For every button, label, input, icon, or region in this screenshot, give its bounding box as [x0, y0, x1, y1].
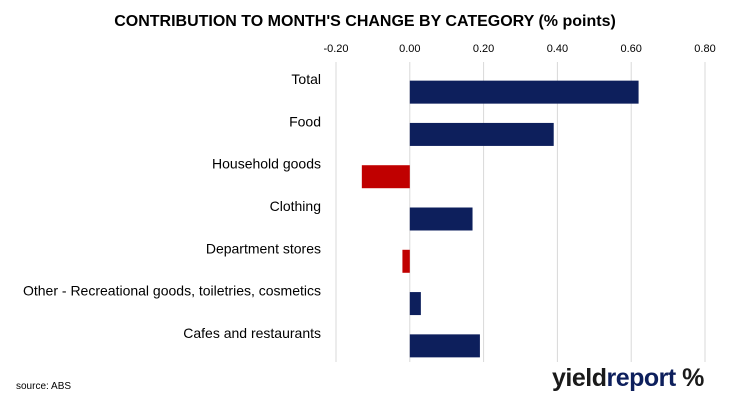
category-label: Total: [291, 71, 321, 87]
bar-other-recreational-goods-toiletries-cosmetics: [409, 292, 421, 316]
logo-report-text: report: [606, 364, 676, 392]
logo-percent-symbol: %: [682, 364, 704, 392]
logo-percent-icon: %: [682, 364, 704, 392]
category-label: Household goods: [212, 156, 321, 172]
category-label: Other - Recreational goods, toiletries, …: [23, 283, 321, 299]
bar-department-stores: [402, 249, 410, 273]
category-label: Clothing: [270, 198, 321, 214]
bar-food: [409, 122, 554, 146]
logo-yield-text: yield: [552, 364, 607, 392]
category-label: Department stores: [206, 240, 321, 256]
bar-total: [409, 80, 639, 104]
source-note: source: ABS: [16, 381, 72, 392]
chart-title: CONTRIBUTION TO MONTH'S CHANGE BY CATEGO…: [114, 13, 616, 30]
bar-household-goods: [361, 165, 410, 189]
x-tick-label: -0.20: [323, 43, 348, 55]
x-tick-label: 0.40: [547, 43, 568, 55]
x-tick-label: 0.80: [694, 43, 715, 55]
category-label: Cafes and restaurants: [183, 325, 321, 341]
yieldreport-logo: yieldreport %: [552, 364, 704, 393]
x-tick-label: 0.00: [399, 43, 420, 55]
x-tick-label: 0.60: [620, 43, 641, 55]
x-tick-label: 0.20: [473, 43, 494, 55]
bar-cafes-and-restaurants: [409, 334, 480, 358]
bar-clothing: [409, 207, 473, 231]
category-label: Food: [289, 113, 321, 129]
